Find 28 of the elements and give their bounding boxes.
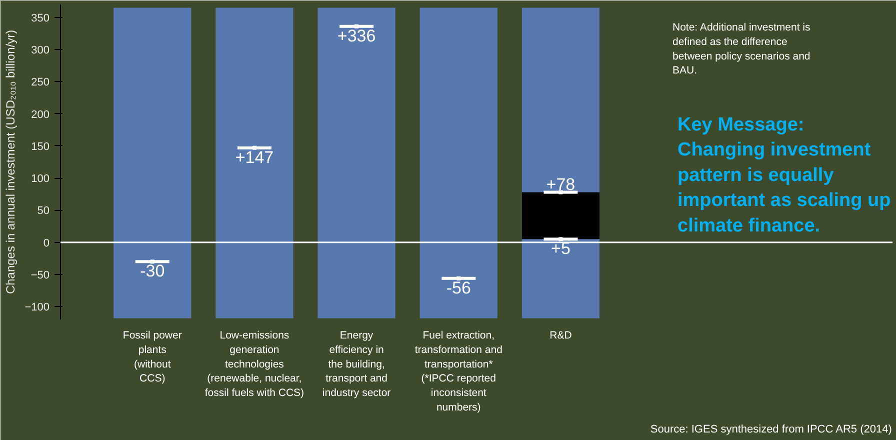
- data-label: +78: [546, 175, 576, 194]
- y-tick-label: 300: [31, 44, 50, 56]
- y-axis-title: Changes in annual investment (USD₂₀₁₀ billion/yr): [4, 30, 18, 294]
- data-label: -56: [446, 278, 471, 298]
- data-label: -30: [140, 262, 165, 281]
- y-tick-label: 150: [31, 140, 50, 153]
- x-tick-label: Fossil power plants (without CCS): [122, 330, 182, 385]
- y-tick-label: 200: [31, 108, 50, 121]
- data-label: +147: [235, 148, 274, 167]
- data-label: +336: [337, 26, 376, 46]
- x-tick-label: R&D: [550, 330, 572, 342]
- point: [150, 260, 154, 264]
- y-tick-label: 100: [31, 173, 50, 186]
- point: [456, 276, 461, 280]
- y-tick-label: 250: [31, 76, 50, 89]
- y-tick-label: −100: [24, 302, 50, 314]
- text: Note: Additional investment is defined as the difference between policy scenarios and BAU.: [672, 22, 810, 77]
- x-tick-label: Fuel extraction, transformation and transportation* (*IPCC reported inconsistent numbers): [414, 330, 503, 414]
- text: Key Message: Changing investment pattern is equally important as scaling up climate finance.: [678, 114, 891, 236]
- y-tick-label: 50: [37, 205, 50, 218]
- point: [354, 24, 359, 28]
- y-tick-label: 0: [43, 237, 50, 250]
- x-tick-label: Energy efficiency in the building, transport and industry sector: [322, 330, 392, 400]
- x-tick-label: Low-emissions generation technologies (renewable, nuclear, fossil fuels with CCS): [204, 330, 304, 400]
- y-tick-label: −50: [30, 270, 50, 282]
- source-note: Source: IGES synthesized from IPCC AR5 (2014): [650, 424, 892, 436]
- y-tick-label: 350: [31, 12, 50, 24]
- point: [252, 146, 256, 150]
